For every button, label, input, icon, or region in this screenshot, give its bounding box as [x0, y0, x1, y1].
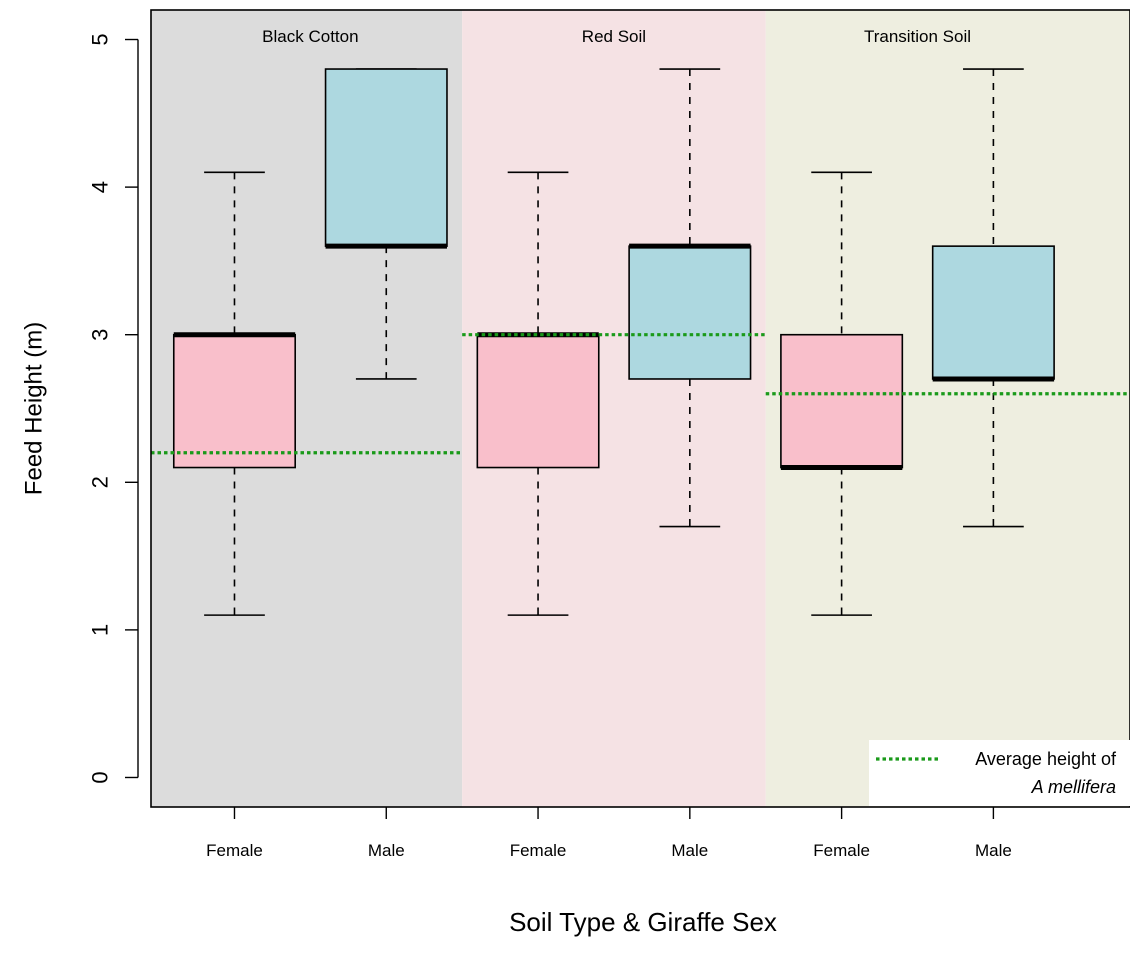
x-tick-label: Male — [368, 841, 405, 860]
x-tick-label: Female — [206, 841, 263, 860]
legend-label-line2: A mellifera — [1031, 777, 1116, 797]
plot-frame — [150, 9, 1130, 808]
box-iqr — [931, 245, 1055, 380]
legend-box — [869, 740, 1130, 806]
x-tick-label: Male — [975, 841, 1012, 860]
soil-type-label: Transition Soil — [864, 27, 971, 46]
legend-label-line1: Average height of — [975, 749, 1117, 769]
y-tick-label: 1 — [88, 624, 113, 636]
soil-type-label: Black Cotton — [262, 27, 358, 46]
box-iqr — [172, 333, 296, 469]
x-tick-label: Female — [813, 841, 870, 860]
box-iqr — [476, 333, 600, 469]
box-iqr — [324, 68, 448, 247]
y-tick-label: 3 — [88, 329, 113, 341]
box-iqr — [628, 245, 752, 380]
y-tick-label: 2 — [88, 476, 113, 488]
y-tick-label: 4 — [88, 181, 113, 193]
y-tick-label: 5 — [88, 33, 113, 45]
x-tick-label: Female — [510, 841, 567, 860]
x-axis-label: Soil Type & Giraffe Sex — [509, 907, 777, 937]
box-iqr — [780, 333, 904, 469]
soil-type-label: Red Soil — [582, 27, 646, 46]
y-axis-label: Feed Height (m) — [21, 322, 48, 495]
x-tick-label: Male — [671, 841, 708, 860]
y-tick-label: 0 — [88, 771, 113, 783]
